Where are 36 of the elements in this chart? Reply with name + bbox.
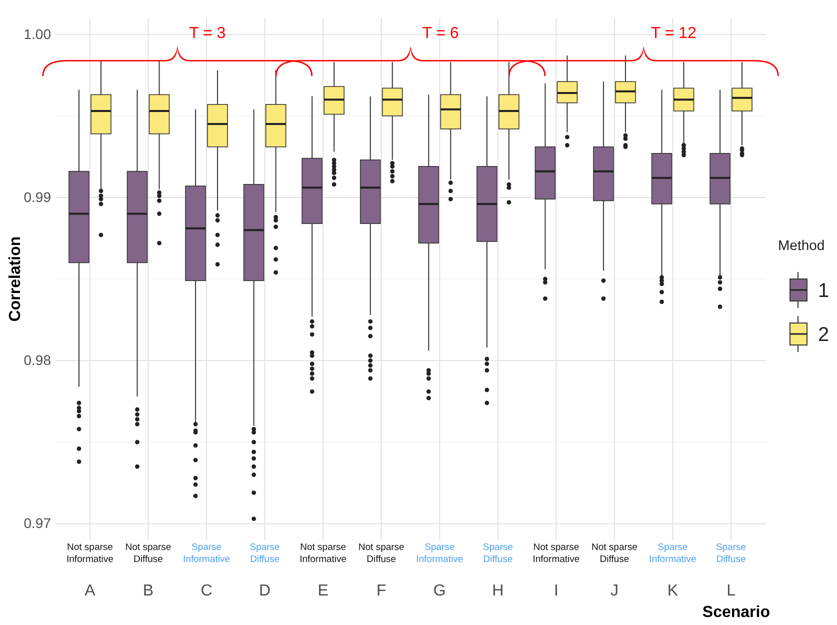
text: Not sparse Diffuse — [592, 542, 638, 565]
text: Not sparse Informative — [532, 542, 580, 565]
x-tick-label: L — [726, 582, 736, 600]
text: Sparse Informative — [183, 542, 230, 565]
text: Sparse Diffuse — [482, 542, 513, 565]
x-tick-label: F — [376, 582, 386, 600]
x-tick-label: G — [433, 582, 446, 600]
x-tick-label: H — [492, 582, 504, 600]
y-axis-title: Correlation — [7, 236, 24, 322]
annotation: T = 3 — [189, 25, 226, 42]
text: Sparse Diffuse — [250, 542, 280, 565]
text: Not sparse Diffuse — [358, 542, 404, 565]
y-tick-label: 1.00 — [24, 26, 52, 42]
annotation: T = 12 — [650, 25, 696, 42]
text: Sparse Informative — [649, 542, 696, 565]
x-tick-label: D — [259, 582, 271, 600]
legend-title: Method — [778, 237, 825, 253]
text: Sparse Diffuse — [716, 542, 746, 565]
x-tick-label: K — [667, 582, 678, 600]
text: Not sparse Informative — [300, 542, 347, 565]
x-tick-label: B — [142, 582, 154, 600]
legend-label: 2 — [818, 324, 830, 346]
text: Not sparse Informative — [66, 542, 114, 565]
x-tick-label: E — [318, 582, 328, 600]
x-axis-title: Scenario — [702, 604, 770, 621]
x-tick-label: J — [610, 582, 618, 600]
y-tick-label: 0.98 — [24, 352, 52, 368]
x-tick-label: C — [200, 582, 212, 600]
annotation: T = 6 — [422, 25, 459, 42]
x-tick-label: I — [554, 582, 558, 600]
text: Sparse Informative — [416, 542, 464, 565]
y-tick-label: 0.97 — [24, 515, 52, 532]
legend-label: 1 — [818, 280, 830, 302]
text: Not sparse Diffuse — [125, 542, 172, 565]
y-tick-label: 0.99 — [24, 188, 52, 205]
x-tick-label: A — [84, 582, 96, 600]
